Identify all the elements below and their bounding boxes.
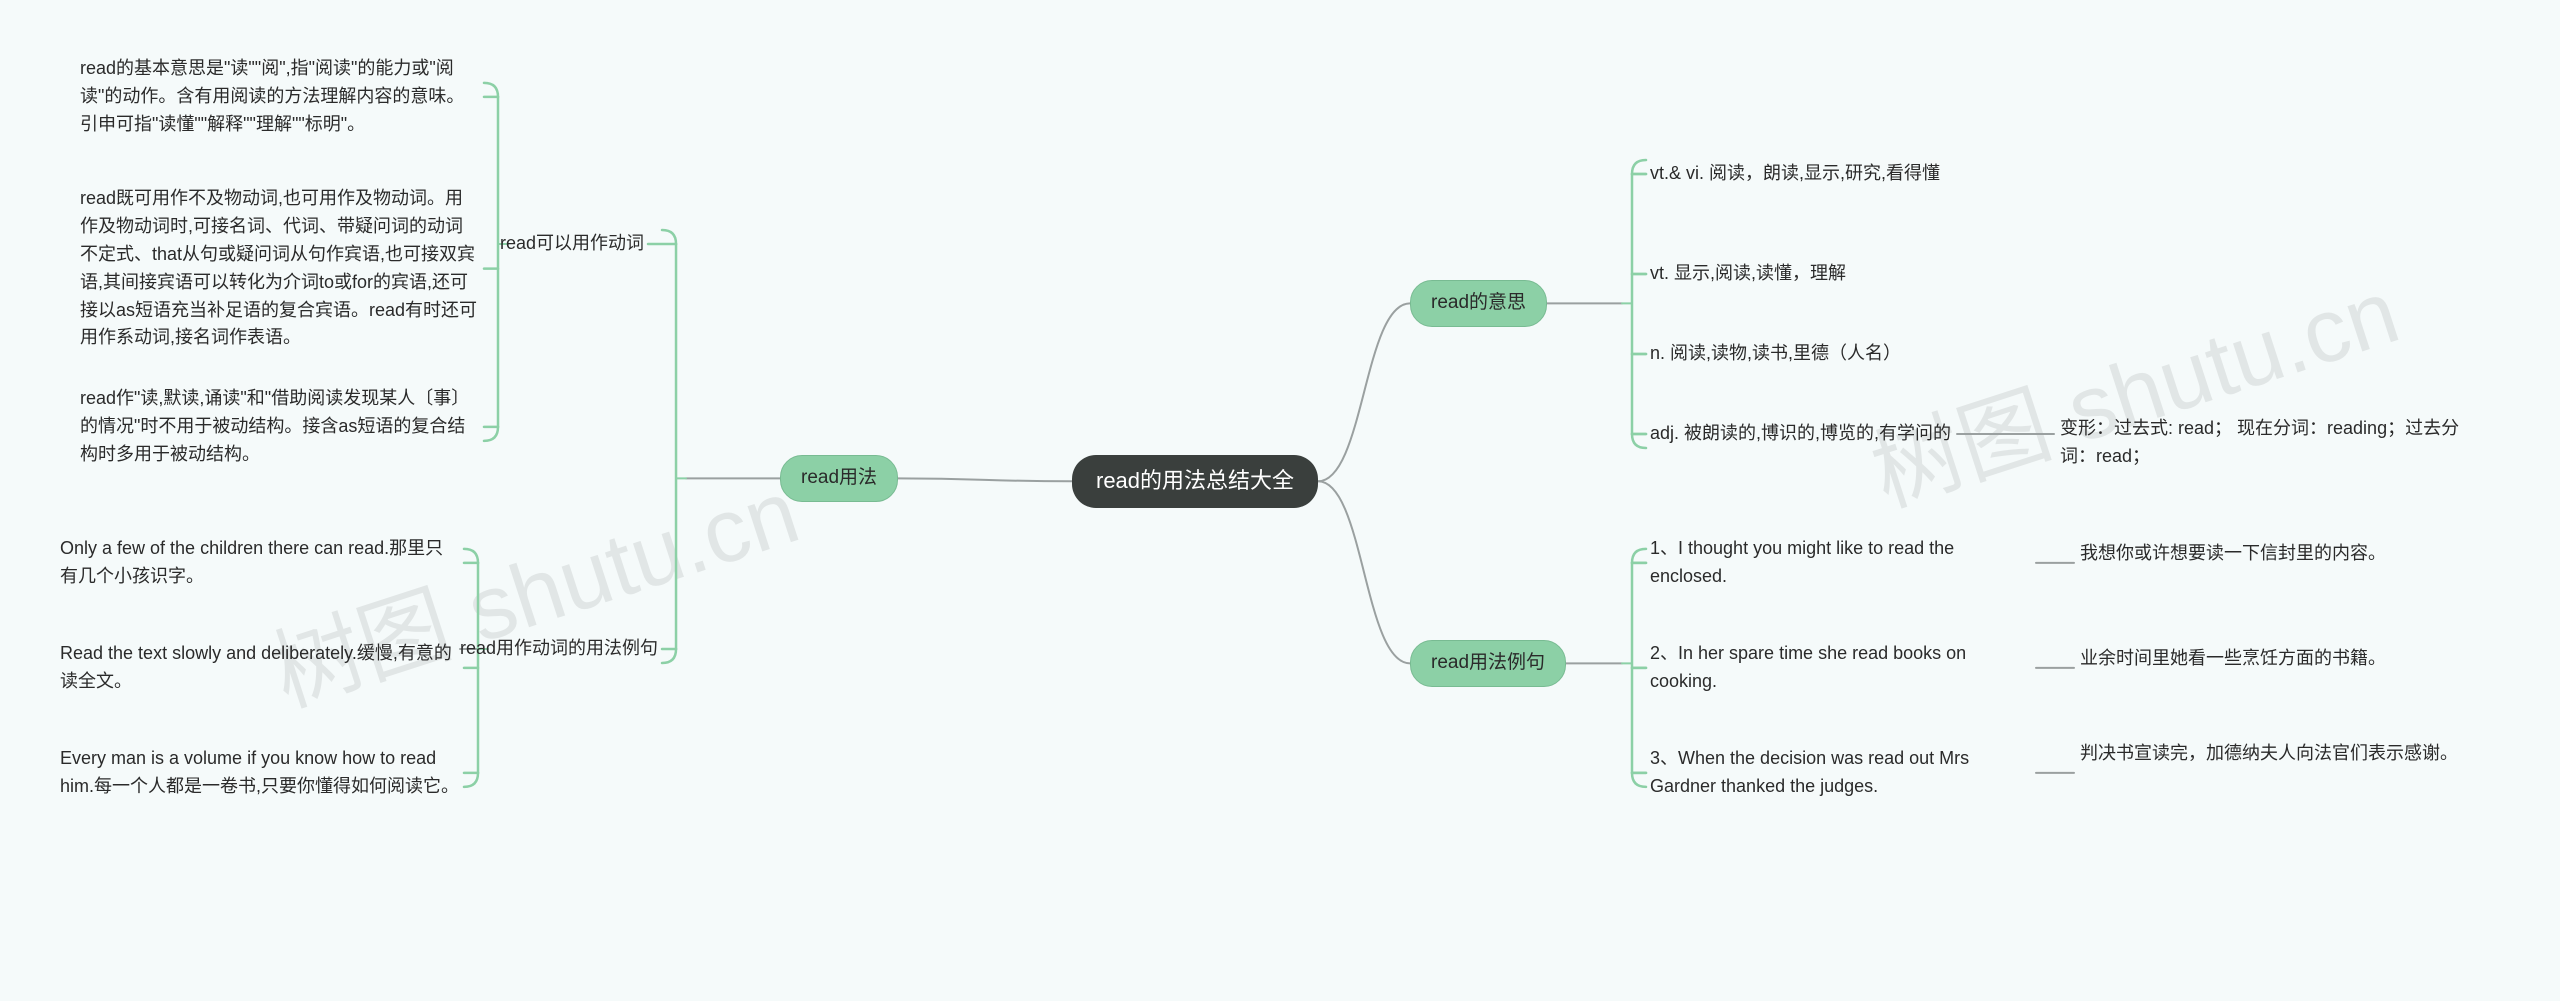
leaf-meaning-2: n. 阅读,读物,读书,里德（人名）: [1650, 340, 1901, 368]
leaf-meaning-1: vt. 显示,阅读,读懂，理解: [1650, 260, 1846, 288]
branch-meaning: read的意思: [1410, 280, 1547, 327]
leaf-example-2-note: 判决书宣读完，加德纳夫人向法官们表示感谢。: [2080, 740, 2458, 768]
leaf-usage-ex-0: Only a few of the children there can rea…: [60, 535, 460, 591]
leaf-meaning-0: vt.& vi. 阅读，朗读,显示,研究,看得懂: [1650, 160, 1940, 188]
leaf-usage-ex-1: Read the text slowly and deliberately.缓慢…: [60, 640, 460, 696]
leaf-usage-ex-2: Every man is a volume if you know how to…: [60, 745, 460, 801]
leaf-example-1-note: 业余时间里她看一些烹饪方面的书籍。: [2080, 645, 2386, 673]
leaf-meaning-3: adj. 被朗读的,博识的,博览的,有学问的: [1650, 420, 1951, 448]
sub-usage-verb: read可以用作动词: [500, 230, 644, 258]
root-node: read的用法总结大全: [1072, 455, 1318, 508]
leaf-usage-verb-1: read既可用作不及物动词,也可用作及物动词。用作及物动词时,可接名词、代词、带…: [80, 185, 480, 352]
leaf-example-0: 1、I thought you might like to read the e…: [1650, 535, 2030, 591]
branch-usage: read用法: [780, 455, 898, 502]
leaf-example-2: 3、When the decision was read out Mrs Gar…: [1650, 745, 2030, 801]
leaf-usage-verb-0: read的基本意思是"读""阅",指"阅读"的能力或"阅读"的动作。含有用阅读的…: [80, 55, 480, 139]
watermark: 树图 shutu.cn: [1853, 239, 2412, 531]
leaf-meaning-3-note: 变形：过去式: read； 现在分词：reading；过去分词：read；: [2060, 415, 2460, 471]
mindmap-canvas: 树图 shutu.cn 树图 shutu.cn read的用法总结大全 read…: [0, 0, 2560, 1001]
sub-usage-examples: read用作动词的用法例句: [460, 635, 658, 663]
branch-examples: read用法例句: [1410, 640, 1566, 687]
leaf-example-0-note: 我想你或许想要读一下信封里的内容。: [2080, 540, 2386, 568]
leaf-example-1: 2、In her spare time she read books on co…: [1650, 640, 2030, 696]
leaf-usage-verb-2: read作"读,默读,诵读"和"借助阅读发现某人〔事〕的情况"时不用于被动结构。…: [80, 385, 480, 469]
